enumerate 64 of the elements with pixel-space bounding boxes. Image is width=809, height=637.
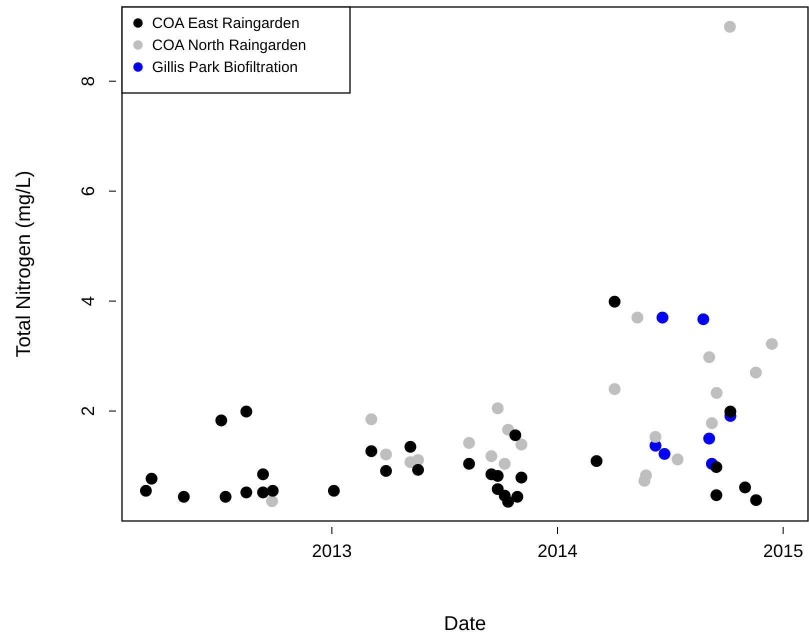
x-tick-label: 2013 — [312, 540, 352, 561]
point — [485, 450, 498, 462]
point — [146, 472, 158, 485]
point — [511, 490, 524, 503]
point — [220, 490, 232, 503]
point — [608, 383, 621, 395]
point — [404, 440, 416, 453]
point — [498, 458, 511, 470]
point — [739, 482, 751, 494]
point — [706, 417, 718, 430]
point — [658, 448, 670, 460]
point — [703, 432, 716, 444]
point — [492, 483, 504, 496]
point — [266, 484, 279, 497]
point — [240, 486, 252, 498]
point — [380, 448, 392, 460]
point — [710, 489, 722, 502]
point — [140, 484, 152, 497]
point — [515, 438, 528, 450]
point — [724, 406, 736, 418]
point — [672, 454, 684, 466]
point — [656, 312, 668, 324]
point — [590, 455, 602, 467]
point — [509, 429, 522, 442]
point — [515, 472, 528, 484]
y-tick-label: 8 — [78, 76, 98, 86]
point — [365, 413, 378, 426]
point — [463, 458, 475, 470]
y-tick-label: 2 — [78, 406, 98, 416]
y-tick-label: 4 — [78, 296, 98, 306]
point — [766, 338, 778, 350]
point — [650, 430, 662, 443]
legend-label: COA East Raingarden — [152, 15, 300, 32]
point — [178, 490, 190, 503]
x-tick-label: 2015 — [763, 540, 804, 561]
point — [608, 296, 621, 308]
point — [215, 414, 228, 426]
point — [412, 454, 424, 466]
point — [412, 464, 424, 476]
point — [463, 437, 475, 449]
point — [703, 351, 716, 364]
point — [710, 387, 723, 399]
point — [750, 494, 762, 506]
point — [724, 20, 736, 33]
point — [380, 465, 392, 477]
point — [365, 445, 378, 458]
legend-label: COA North Raingarden — [152, 37, 306, 54]
x-axis-title: Date — [444, 613, 486, 635]
point — [257, 486, 269, 498]
y-tick-label: 6 — [78, 186, 98, 196]
point — [266, 495, 278, 508]
point — [710, 461, 722, 474]
point — [697, 313, 710, 326]
legend-label: Gillis Park Biofiltration — [152, 59, 298, 76]
point — [328, 484, 340, 497]
point — [492, 470, 504, 482]
y-axis-title: Total Nitrogen (mg/L) — [13, 170, 35, 358]
point — [631, 312, 644, 324]
point — [502, 496, 514, 508]
point — [257, 468, 269, 480]
point — [492, 402, 504, 414]
point — [240, 406, 252, 418]
point — [750, 366, 762, 378]
x-tick-label: 2014 — [537, 540, 578, 561]
